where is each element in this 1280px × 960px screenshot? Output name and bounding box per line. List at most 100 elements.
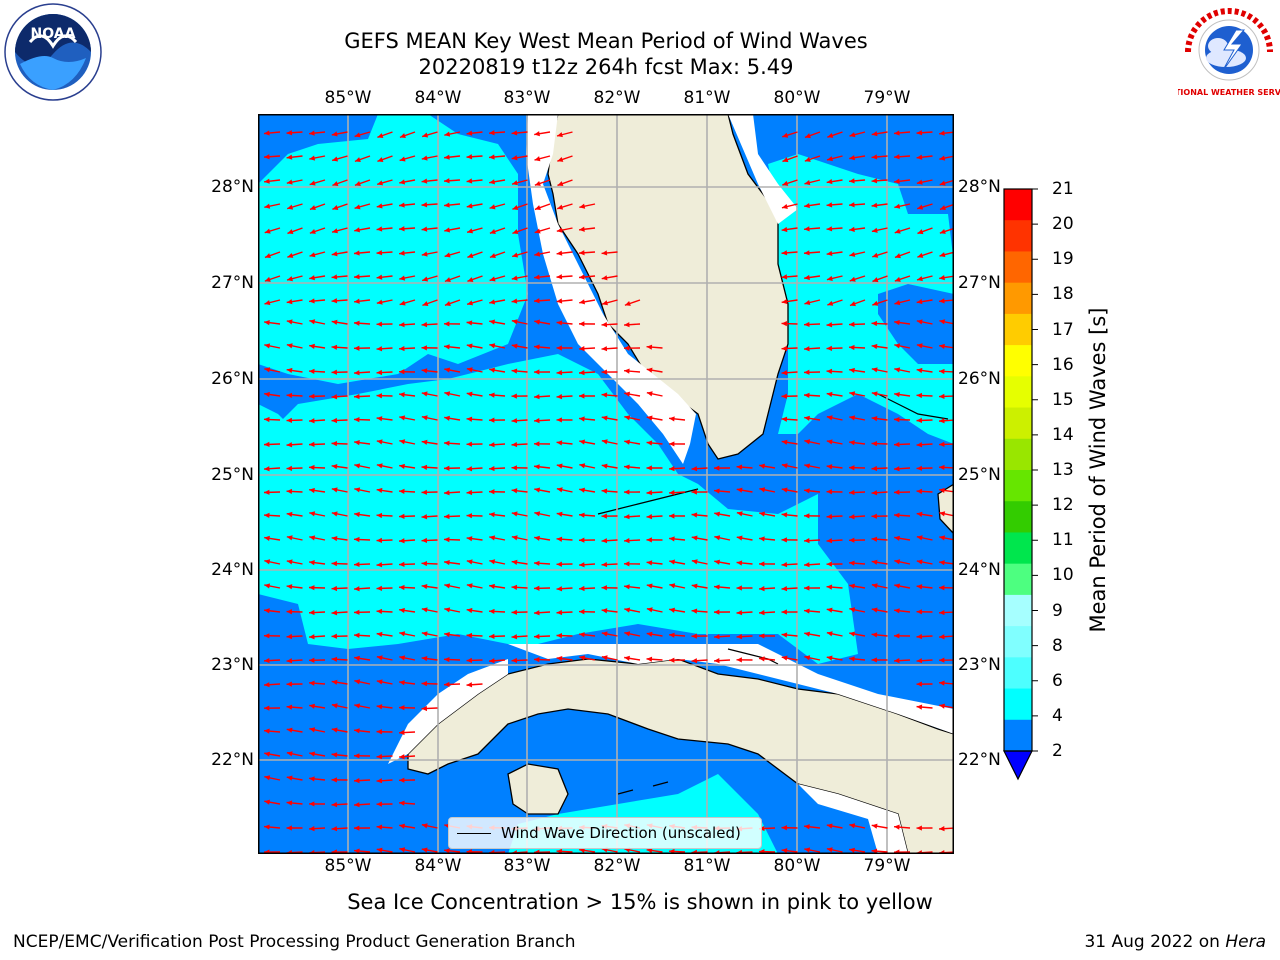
direction-arrow [939,319,954,325]
direction-arrow [646,367,663,373]
direction-arrow [646,415,663,421]
direction-arrow [916,658,933,664]
colorbar-tick-label: 8 [1052,635,1063,656]
direction-arrow [916,417,933,424]
direction-arrow [444,367,461,373]
direction-arrow [421,368,438,374]
direction-arrow [398,226,416,232]
direction-arrow [736,511,753,517]
direction-arrow [578,393,596,399]
colorbar-extend-arrow [1003,750,1033,781]
direction-arrow [466,657,483,664]
direction-arrow [444,299,461,306]
direction-arrow [938,298,954,304]
direction-arrow [848,537,866,543]
direction-arrow [871,131,888,137]
direction-arrow [444,275,461,283]
colorbar-tick-label: 17 [1052,319,1074,340]
colorbar-segment [1004,470,1032,502]
direction-arrow [556,536,573,542]
direction-arrow [331,703,348,709]
direction-arrow [466,583,483,589]
direction-arrow [556,320,573,326]
noaa-logo: NOAA [4,3,102,101]
direction-arrow [309,251,326,258]
direction-arrow [489,154,506,160]
direction-arrow [399,631,416,637]
direction-arrow [601,439,618,445]
direction-arrow [826,584,843,590]
direction-arrow [939,251,954,258]
direction-arrow [781,848,798,854]
direction-arrow [466,203,483,209]
latitude-label: 25°N [958,465,1001,485]
direction-arrow [511,368,528,374]
direction-arrow [354,463,371,469]
direction-arrow [534,344,551,350]
direction-arrow [916,442,933,448]
direction-arrow [354,298,371,304]
direction-arrow [286,465,303,471]
direction-arrow [714,535,731,541]
direction-arrow [736,657,753,663]
map-legend: Wind Wave Direction (unscaled) [448,817,762,849]
direction-arrow [939,130,954,136]
longitude-label: 79°W [863,856,911,876]
direction-arrow [444,251,461,258]
direction-arrow [264,251,281,259]
direction-arrow [331,633,348,639]
direction-arrow [826,464,843,470]
direction-arrow [511,488,528,494]
direction-arrow [309,535,326,541]
noaa-logo-text: NOAA [31,26,76,42]
direction-arrow [804,299,821,306]
direction-arrow [533,633,551,640]
direction-arrow [826,415,843,421]
direction-arrow [871,607,888,613]
direction-arrow [376,203,393,209]
direction-arrow [871,320,888,327]
direction-arrow [556,609,573,616]
direction-arrow [781,203,798,210]
direction-arrow [263,512,281,518]
direction-arrow [466,682,483,688]
colorbar-tick-label: 14 [1052,424,1074,445]
direction-arrow [849,440,866,446]
colorbar-segment [1004,251,1032,284]
direction-arrow [826,847,843,853]
direction-arrow [872,299,888,306]
latitude-label: 27°N [958,273,1001,293]
direction-arrow [534,227,551,234]
direction-arrow [309,727,326,733]
direction-arrow [331,487,348,493]
direction-arrow [264,343,281,349]
direction-arrow [669,416,686,422]
direction-arrow [376,512,393,519]
direction-arrow [826,202,843,208]
direction-arrow [399,250,416,256]
direction-arrow [849,275,866,282]
direction-arrow [286,488,303,495]
direction-arrow [309,703,326,709]
direction-arrow [623,537,641,544]
direction-arrow [623,345,641,351]
direction-arrow [601,299,618,306]
direction-arrow [803,369,821,375]
legend-label: Wind Wave Direction (unscaled) [501,824,741,842]
direction-arrow [488,417,506,423]
direction-arrow [399,415,416,421]
direction-arrow [804,155,821,162]
direction-arrow [444,344,461,350]
direction-arrow [938,441,954,447]
direction-arrow [511,634,528,640]
direction-arrow [331,727,348,733]
direction-arrow [713,657,731,664]
direction-arrow [467,275,483,282]
colorbar-tick-label: 10 [1052,565,1074,586]
direction-arrow [938,657,954,663]
direction-arrow [623,322,641,328]
direction-arrow [781,609,798,615]
direction-arrow [759,511,776,517]
direction-arrow [691,489,708,495]
direction-arrow [759,656,776,662]
